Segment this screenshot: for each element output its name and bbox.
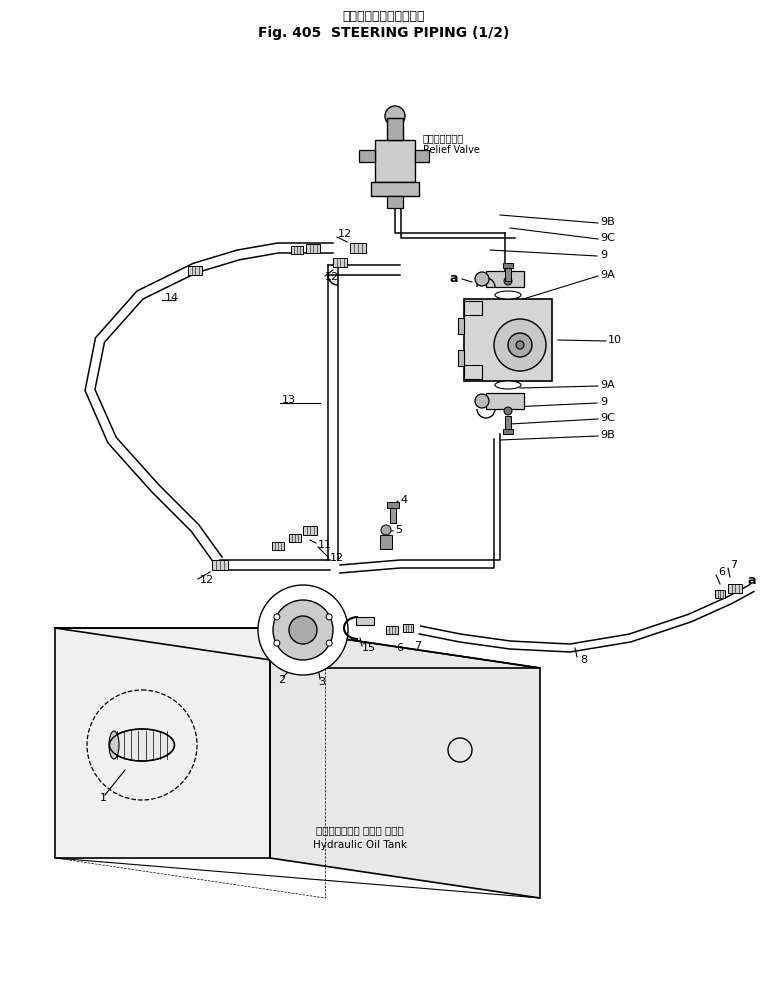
Circle shape <box>273 600 333 660</box>
Text: Hydraulic Oil Tank: Hydraulic Oil Tank <box>313 840 407 850</box>
Ellipse shape <box>495 291 521 299</box>
Text: 3: 3 <box>318 677 325 687</box>
Text: 10: 10 <box>608 335 622 345</box>
Text: 8: 8 <box>580 655 587 665</box>
Text: 13: 13 <box>282 395 296 405</box>
Circle shape <box>274 614 280 620</box>
Bar <box>212 560 228 570</box>
Bar <box>350 243 366 253</box>
Circle shape <box>274 640 280 646</box>
Circle shape <box>326 640 333 646</box>
Ellipse shape <box>110 729 174 761</box>
Bar <box>387 196 403 208</box>
Text: 6: 6 <box>718 566 725 577</box>
Bar <box>356 617 374 625</box>
Text: Relief Valve: Relief Valve <box>423 145 480 155</box>
Bar <box>291 246 303 254</box>
Circle shape <box>475 394 489 408</box>
Circle shape <box>258 585 348 675</box>
Text: 9A: 9A <box>600 380 614 390</box>
Circle shape <box>504 277 512 285</box>
Text: a: a <box>748 574 756 587</box>
Bar <box>415 150 429 162</box>
Polygon shape <box>55 628 540 668</box>
Bar <box>386 626 398 634</box>
Text: 9C: 9C <box>600 233 615 243</box>
Text: ハイドロリック オイル タンク: ハイドロリック オイル タンク <box>316 825 404 835</box>
Bar <box>272 542 284 550</box>
Bar <box>505 267 511 281</box>
Bar <box>387 502 399 508</box>
Text: 9B: 9B <box>600 430 614 440</box>
Circle shape <box>494 319 546 371</box>
Text: 14: 14 <box>165 293 179 303</box>
Polygon shape <box>270 628 540 898</box>
Bar <box>503 429 513 434</box>
Text: 2: 2 <box>278 675 285 685</box>
Polygon shape <box>55 628 270 858</box>
Ellipse shape <box>495 381 521 389</box>
Text: Fig. 405  STEERING PIPING (1/2): Fig. 405 STEERING PIPING (1/2) <box>258 26 510 40</box>
Text: 12: 12 <box>325 272 339 282</box>
Text: 12: 12 <box>330 553 344 563</box>
Circle shape <box>385 106 405 126</box>
Bar <box>458 350 464 366</box>
Text: 5: 5 <box>395 525 402 535</box>
Text: 9A: 9A <box>600 270 614 280</box>
Bar <box>464 365 482 379</box>
Text: 11: 11 <box>318 540 332 550</box>
Text: 12: 12 <box>200 575 214 585</box>
Bar <box>464 301 482 314</box>
Circle shape <box>508 333 532 357</box>
Bar <box>359 150 375 162</box>
Bar <box>188 265 202 274</box>
Bar <box>390 505 396 523</box>
Circle shape <box>475 272 489 286</box>
Text: 9: 9 <box>600 250 607 260</box>
Bar <box>503 263 513 268</box>
Text: 12: 12 <box>338 229 352 239</box>
Bar <box>728 584 742 593</box>
Bar <box>715 590 725 598</box>
Circle shape <box>516 341 524 349</box>
Circle shape <box>289 616 317 644</box>
Bar <box>464 299 552 381</box>
Bar <box>403 624 413 632</box>
Text: 7: 7 <box>730 560 737 570</box>
Text: 9B: 9B <box>600 217 614 227</box>
Bar <box>371 182 419 196</box>
Text: 7: 7 <box>415 641 422 651</box>
Bar <box>486 271 524 287</box>
Text: 1: 1 <box>100 793 107 803</box>
Text: 6: 6 <box>396 643 403 653</box>
Text: a: a <box>450 271 458 284</box>
Circle shape <box>381 525 391 535</box>
Bar <box>303 525 317 534</box>
Bar <box>380 535 392 549</box>
Text: 15: 15 <box>362 643 376 653</box>
Bar <box>375 140 415 182</box>
Ellipse shape <box>109 731 119 759</box>
Text: 9C: 9C <box>600 413 615 423</box>
Bar <box>458 318 464 334</box>
Bar <box>333 257 347 266</box>
Bar <box>306 244 320 252</box>
Text: 9: 9 <box>600 397 607 407</box>
Bar <box>486 393 524 409</box>
Bar <box>505 416 511 430</box>
Circle shape <box>504 407 512 415</box>
Bar <box>387 118 403 140</box>
Text: リリーフバルブ: リリーフバルブ <box>423 133 464 143</box>
Text: 4: 4 <box>400 495 407 505</box>
Text: ステアリングパイピング: ステアリングパイピング <box>343 9 425 22</box>
Circle shape <box>326 614 333 620</box>
Bar <box>289 534 301 542</box>
